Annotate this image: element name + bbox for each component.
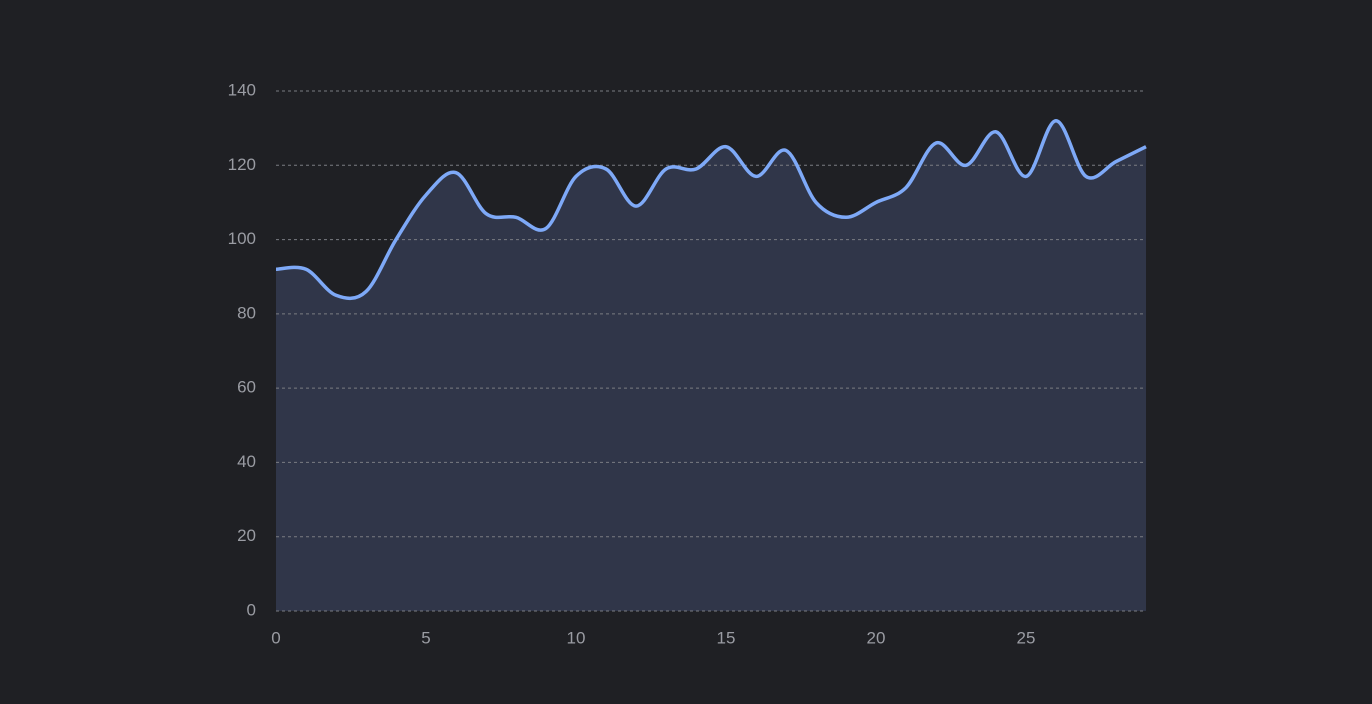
x-tick-label: 25 [1017, 628, 1036, 647]
y-tick-label: 0 [247, 600, 256, 619]
x-tick-label: 10 [567, 628, 586, 647]
x-tick-label: 5 [421, 628, 430, 647]
x-tick-label: 15 [717, 628, 736, 647]
area-layer [276, 120, 1146, 611]
y-tick-label: 60 [237, 378, 256, 397]
y-tick-label: 140 [228, 80, 256, 99]
grid-layer [276, 90, 1146, 612]
y-tick-label: 120 [228, 155, 256, 174]
y-tick-label: 80 [237, 303, 256, 322]
area [276, 120, 1146, 611]
x-tick-label: 0 [271, 628, 280, 647]
y-tick-label: 40 [237, 452, 256, 471]
y-tick-label: 20 [237, 526, 256, 545]
x-tick-label: 20 [867, 628, 886, 647]
line-layer [275, 118, 1147, 301]
line [275, 118, 1147, 301]
y-tick-label: 100 [228, 229, 256, 248]
